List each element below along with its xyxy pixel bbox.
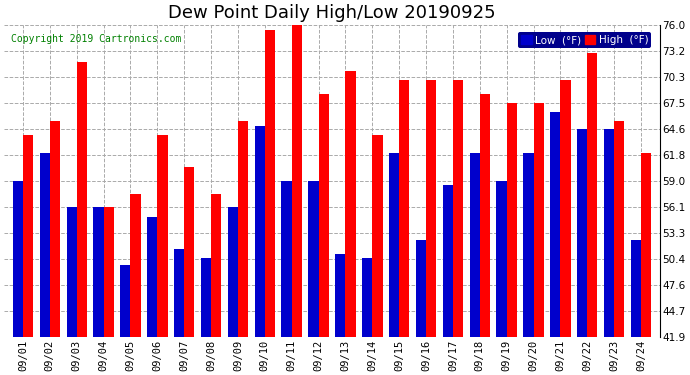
Bar [470, 153, 480, 337]
Bar [77, 62, 87, 337]
Bar [308, 180, 319, 337]
Bar [641, 153, 651, 337]
Bar [614, 121, 624, 337]
Bar [39, 153, 50, 337]
Bar [426, 80, 436, 337]
Title: Dew Point Daily High/Low 20190925: Dew Point Daily High/Low 20190925 [168, 4, 496, 22]
Bar [238, 121, 248, 337]
Bar [292, 25, 302, 337]
Bar [399, 80, 409, 337]
Bar [23, 135, 33, 337]
Bar [346, 71, 355, 337]
Bar [577, 129, 587, 337]
Bar [362, 258, 373, 337]
Bar [533, 103, 544, 337]
Bar [184, 167, 195, 337]
Text: Copyright 2019 Cartronics.com: Copyright 2019 Cartronics.com [11, 34, 181, 45]
Bar [373, 135, 382, 337]
Bar [157, 135, 168, 337]
Bar [130, 194, 141, 337]
Legend: Low  (°F), High  (°F): Low (°F), High (°F) [518, 32, 651, 48]
Bar [604, 129, 614, 337]
Bar [416, 240, 426, 337]
Bar [104, 207, 114, 337]
Bar [255, 126, 265, 337]
Bar [211, 194, 221, 337]
Bar [560, 80, 571, 337]
Bar [550, 112, 560, 337]
Bar [282, 180, 292, 337]
Bar [453, 80, 463, 337]
Bar [174, 249, 184, 337]
Bar [335, 254, 346, 337]
Bar [66, 207, 77, 337]
Bar [496, 180, 506, 337]
Bar [13, 180, 23, 337]
Bar [506, 103, 517, 337]
Bar [201, 258, 211, 337]
Bar [120, 265, 130, 337]
Bar [587, 53, 598, 337]
Bar [523, 153, 533, 337]
Bar [480, 94, 490, 337]
Bar [93, 207, 104, 337]
Bar [50, 121, 60, 337]
Bar [631, 240, 641, 337]
Bar [228, 207, 238, 337]
Bar [319, 94, 328, 337]
Bar [147, 217, 157, 337]
Bar [443, 185, 453, 337]
Bar [389, 153, 399, 337]
Bar [265, 30, 275, 337]
